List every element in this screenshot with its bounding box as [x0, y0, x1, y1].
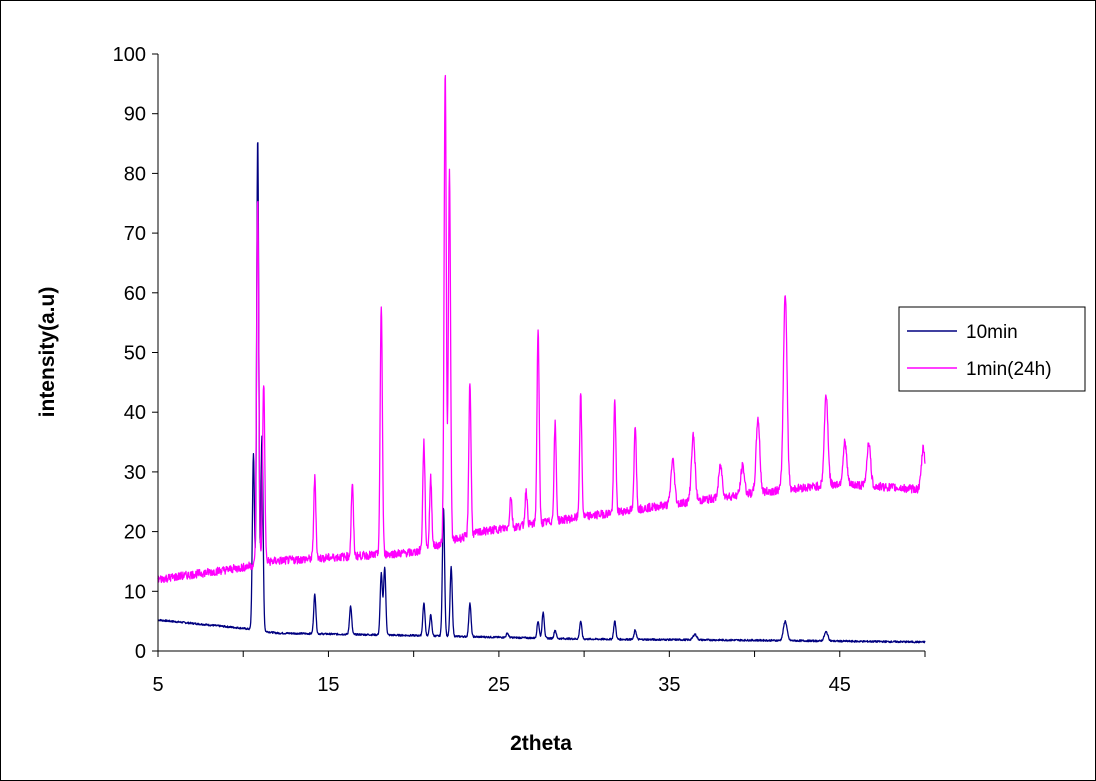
plot-area [158, 54, 925, 651]
series-line-1min24h [157, 74, 926, 584]
y-tick-label: 60 [124, 283, 146, 305]
x-tick-label: 15 [317, 674, 339, 696]
y-tick-label: 20 [124, 522, 146, 544]
x-tick-label: 45 [829, 674, 851, 696]
series-layer [157, 74, 926, 644]
x-tick-label: 5 [152, 674, 163, 696]
y-tick-label: 90 [124, 104, 146, 126]
legend-label-10min: 10min [966, 322, 1018, 343]
y-tick-label: 70 [124, 223, 146, 245]
x-tick-label: 25 [488, 674, 510, 696]
series-line-10min [157, 142, 926, 644]
y-tick-label: 40 [124, 402, 146, 424]
y-tick-label: 80 [124, 163, 146, 185]
x-axis-title: 2theta [510, 732, 572, 755]
x-tick-label: 35 [658, 674, 680, 696]
y-tick-label: 100 [113, 44, 146, 66]
y-tick-label: 50 [124, 343, 146, 365]
ticks-layer: 0 10 20 30 40 50 60 70 80 90 100 5 15 25 35 45 [113, 44, 926, 696]
y-axis-title: intensity(a.u) [36, 287, 59, 418]
legend: 10min 1min(24h) [898, 306, 1086, 392]
legend-label-1min24h: 1min(24h) [966, 359, 1052, 380]
y-tick-label: 30 [124, 462, 146, 484]
y-tick-label: 10 [124, 581, 146, 603]
y-tick-label: 0 [135, 641, 146, 663]
legend-box [898, 306, 1086, 392]
